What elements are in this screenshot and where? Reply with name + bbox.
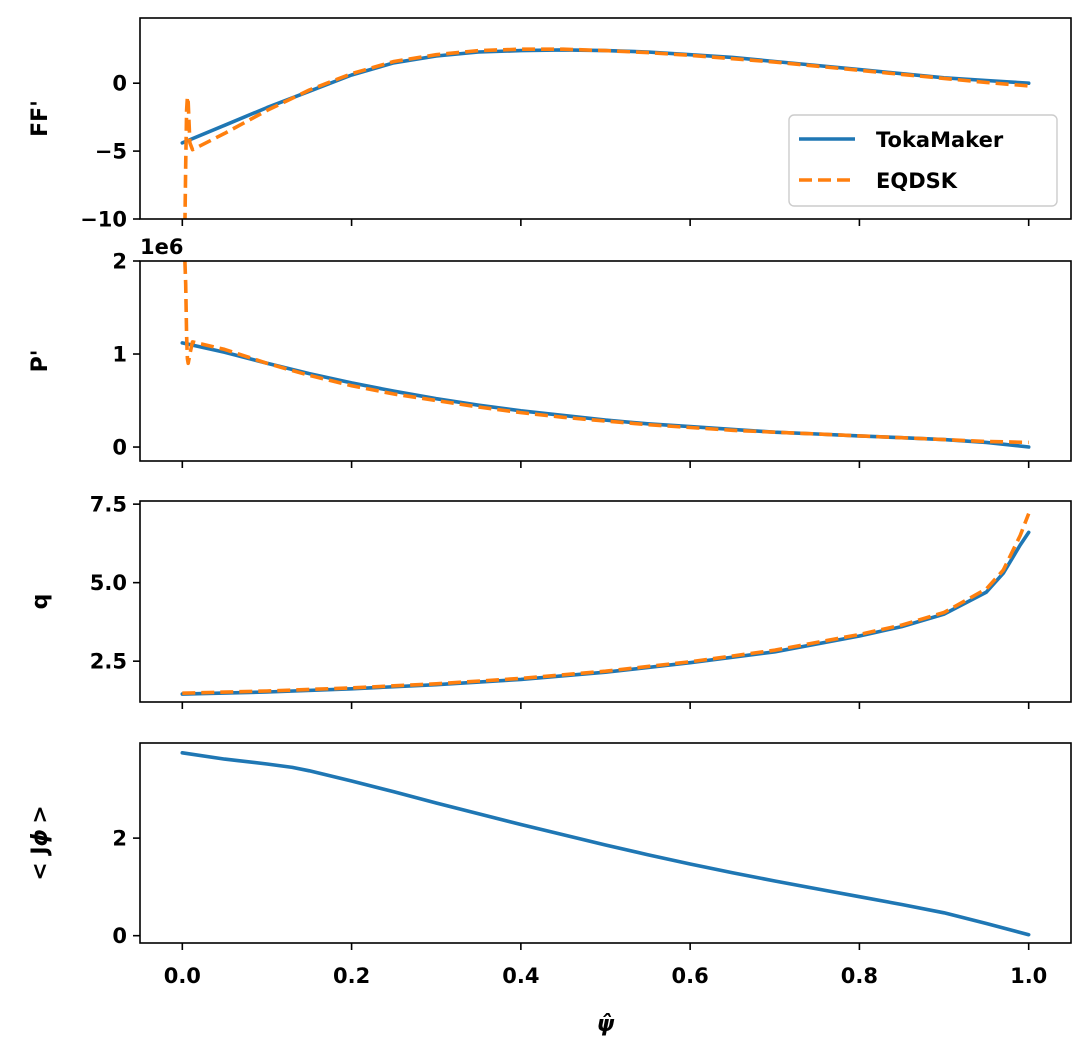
subplot-1: −10 −5 0 FF'	[28, 17, 1072, 232]
axes-frame	[139, 260, 1072, 462]
y-tick-label: 1	[112, 343, 127, 367]
x-axis-label: ψ̂	[597, 1012, 615, 1037]
offset-text: 1e6	[140, 235, 183, 259]
y-tick-label: 7.5	[90, 493, 127, 517]
series-line-eqdsk	[183, 261, 1029, 445]
series-group	[180, 47, 1031, 219]
y-tick-label: 2.5	[90, 650, 127, 674]
y-tick-label: 2	[112, 827, 127, 851]
series-line-eqdsk	[183, 47, 1029, 219]
y-tick-label: 2	[112, 250, 127, 274]
x-tick-label: 1.0	[1010, 964, 1047, 988]
y-tick-label: −5	[95, 140, 127, 164]
legend: TokaMaker EQDSK	[788, 114, 1058, 207]
x-tick-label: 0.8	[841, 964, 878, 988]
y-axis-label: FF'	[28, 100, 53, 137]
axes-frame	[139, 742, 1072, 944]
y-axis-label: q	[28, 594, 53, 610]
axes-frame	[139, 17, 1072, 220]
legend-label-tokamaker: TokaMaker	[876, 128, 1004, 152]
y-tick-label: 0	[112, 924, 127, 948]
legend-frame	[788, 114, 1058, 207]
subplot-4: 0 2 0.0 0.2 0.4 0.6 0.8 1.0 < Jϕ > ψ̂	[28, 742, 1072, 1037]
subplot-2: 0 1 2 P' 1e6	[28, 235, 1072, 468]
subplot-3: 2.5 5.0 7.5 q	[28, 493, 1072, 709]
series-line-eqdsk	[182, 512, 1031, 695]
x-tick-label: 0.6	[672, 964, 709, 988]
x-tick-label: 0.4	[502, 964, 539, 988]
series-group	[180, 750, 1031, 937]
x-tick-label: 0.0	[164, 964, 201, 988]
y-axis-label: P'	[28, 350, 53, 373]
axes-frame	[139, 500, 1072, 703]
x-tick-label: 0.2	[333, 964, 370, 988]
y-tick-label: 0	[112, 72, 127, 96]
axes-root: −10 −5 0 FF' 0 1 2 P' 1e6 2.5 5.0 7.5 q 0 2 0.0 0.2 0.4 0.…	[28, 17, 1072, 1037]
y-axis-label: < Jϕ >	[28, 805, 56, 880]
legend-label-eqdsk: EQDSK	[876, 169, 958, 193]
series-group	[180, 261, 1031, 449]
y-tick-label: −10	[80, 208, 127, 232]
series-line-tokamaker	[180, 750, 1031, 937]
y-tick-label: 5.0	[90, 571, 127, 595]
series-group	[180, 512, 1031, 696]
y-tick-label: 0	[112, 436, 127, 460]
